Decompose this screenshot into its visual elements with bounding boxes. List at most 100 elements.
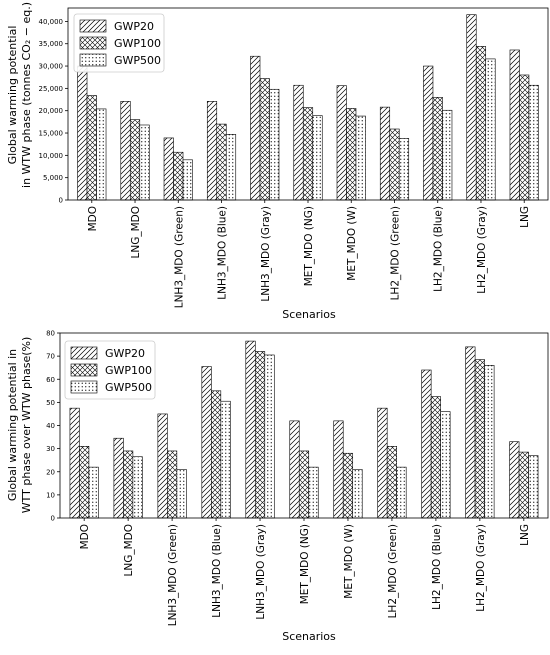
- chart-1: 0 5,000 10,000 15,000 20,000 25,000 30,000 35,0…: [6, 2, 549, 321]
- chart-1-x-ticks: MDO LNG_MDO LNH3_MDO (Green) LNH3_MDO (Blue…: [87, 200, 531, 308]
- bar-gwp20-3: [201, 366, 212, 519]
- bar-gwp20-5: [289, 420, 300, 519]
- chart-2-y-ticks: 0 10 20 30 40 50 60 70 80: [46, 330, 60, 523]
- y-tick-label: 35,000: [39, 40, 64, 48]
- bar-gwp20-4: [245, 340, 256, 519]
- bar-gwp500-6: [352, 469, 363, 519]
- bar-gwp100-6: [342, 452, 354, 519]
- bar-gwp100-0: [79, 446, 90, 519]
- bar-gwp500-6: [355, 115, 366, 201]
- bar-gwp20-10: [509, 49, 520, 201]
- bar-gwp100-0: [86, 95, 97, 201]
- chart-2: 0 10 20 30 40 50 60 70 80 MDO LNG_MDO LNH3_MDO (Gr…: [6, 330, 549, 643]
- x-tick-label: MET_MDO (W): [343, 524, 355, 599]
- legend-label-gwp20: GWP20: [105, 347, 145, 360]
- y-tick-label: 60: [46, 376, 55, 384]
- y-tick-label: 30,000: [39, 63, 64, 71]
- bar-gwp20-8: [421, 369, 432, 519]
- y-tick-label: 25,000: [39, 85, 64, 93]
- bar-gwp20-6: [333, 420, 344, 519]
- bar-gwp20-0: [77, 65, 88, 201]
- x-tick-label: MET_MDO (NG): [299, 524, 311, 604]
- bar-gwp100-3: [216, 123, 227, 201]
- bar-gwp500-7: [396, 466, 407, 519]
- bar-gwp500-8: [442, 109, 453, 201]
- bar-gwp20-0: [69, 407, 80, 519]
- x-tick-label: LH2_MDO (Gray): [475, 524, 487, 612]
- bar-gwp100-2: [167, 450, 178, 519]
- x-tick-label: LNG_MDO: [123, 524, 135, 577]
- bar-gwp100-10: [519, 74, 530, 201]
- bar-gwp500-1: [139, 124, 150, 201]
- bar-gwp500-0: [88, 466, 99, 519]
- bar-gwp500-10: [528, 455, 539, 519]
- legend-label-gwp100: GWP100: [114, 37, 161, 50]
- legend-label-gwp100: GWP100: [105, 364, 152, 377]
- bar-gwp20-1: [120, 101, 131, 201]
- y-tick-label: 0: [59, 197, 63, 205]
- bar-gwp100-8: [430, 396, 441, 519]
- chart-2-x-ticks: MDO LNG_MDO LNH3_MDO (Green) LNH3_MDO (Blue…: [79, 518, 531, 626]
- chart-2-plot-frame: [59, 332, 549, 519]
- bar-gwp500-3: [225, 134, 237, 201]
- bar-gwp500-4: [264, 354, 275, 519]
- bar-gwp20-8: [423, 65, 434, 201]
- bar-gwp500-1: [132, 456, 143, 519]
- x-tick-label: LNH3_MDO (Gray): [260, 206, 272, 302]
- x-tick-label: LNG_MDO: [130, 206, 142, 259]
- x-tick-label: LH2_MDO (Gray): [476, 206, 488, 294]
- bar-gwp100-1: [123, 450, 134, 519]
- bar-gwp100-6: [346, 108, 357, 201]
- x-tick-label: LNG: [519, 206, 531, 228]
- x-tick-label: LH2_MDO (Green): [389, 206, 401, 300]
- bar-gwp500-7: [398, 138, 410, 201]
- legend-swatch-gwp100: [79, 36, 107, 50]
- bar-gwp100-10: [518, 451, 529, 519]
- x-tick-label: LH2_MDO (Green): [387, 524, 399, 618]
- chart-2-bars: [69, 340, 539, 519]
- chart-2-x-axis-label: Scenarios: [282, 630, 336, 643]
- x-tick-label: MET_MDO (W): [346, 206, 358, 281]
- x-tick-label: LNG: [519, 524, 531, 546]
- bar-gwp100-7: [389, 128, 400, 201]
- bar-gwp100-2: [173, 151, 184, 201]
- legend-label-gwp500: GWP500: [114, 54, 161, 67]
- bar-gwp500-4: [269, 88, 280, 201]
- bar-gwp100-4: [259, 78, 270, 201]
- y-tick-label: 40: [46, 422, 55, 430]
- x-tick-label: MET_MDO (NG): [303, 206, 315, 286]
- bar-gwp100-3: [211, 390, 222, 519]
- chart-1-bars: [77, 14, 539, 201]
- y-tick-label: 15,000: [39, 130, 64, 138]
- legend-swatch-gwp100: [70, 363, 98, 377]
- x-tick-label: MDO: [87, 206, 99, 231]
- bar-gwp500-5: [308, 466, 319, 519]
- bar-gwp20-9: [466, 14, 477, 201]
- legend-swatch-gwp20: [70, 346, 98, 360]
- bar-gwp500-2: [176, 469, 187, 519]
- chart-1-y-axis-label-line2: in WTW phase (tonnes CO₂ − eq.): [20, 2, 33, 188]
- chart-1-plot-frame: [67, 7, 549, 201]
- bar-gwp100-8: [432, 97, 443, 201]
- bar-gwp500-8: [440, 411, 451, 519]
- bar-gwp500-2: [182, 159, 193, 201]
- bar-gwp20-3: [206, 101, 218, 201]
- bar-gwp500-5: [312, 115, 323, 201]
- y-tick-label: 20,000: [39, 107, 64, 115]
- bar-gwp20-9: [465, 346, 476, 519]
- y-tick-label: 40,000: [39, 18, 64, 26]
- x-tick-label: MDO: [79, 524, 91, 549]
- bar-gwp500-0: [96, 108, 107, 201]
- chart-1-legend: GWP20 GWP100 GWP500: [73, 13, 165, 73]
- legend-label-gwp500: GWP500: [105, 381, 152, 394]
- y-tick-label: 10: [46, 491, 55, 499]
- y-tick-label: 30: [46, 445, 55, 453]
- bar-gwp20-6: [336, 85, 347, 201]
- bar-gwp20-5: [293, 84, 304, 201]
- bar-gwp20-7: [379, 106, 391, 201]
- x-tick-label: LH2_MDO (Blue): [431, 524, 443, 610]
- legend-swatch-gwp500: [70, 380, 98, 394]
- x-tick-label: LNH3_MDO (Green): [167, 524, 179, 626]
- bar-gwp500-9: [485, 58, 496, 201]
- chart-2-y-axis-label-line2: WTT phase over WTW phase(%): [20, 337, 33, 514]
